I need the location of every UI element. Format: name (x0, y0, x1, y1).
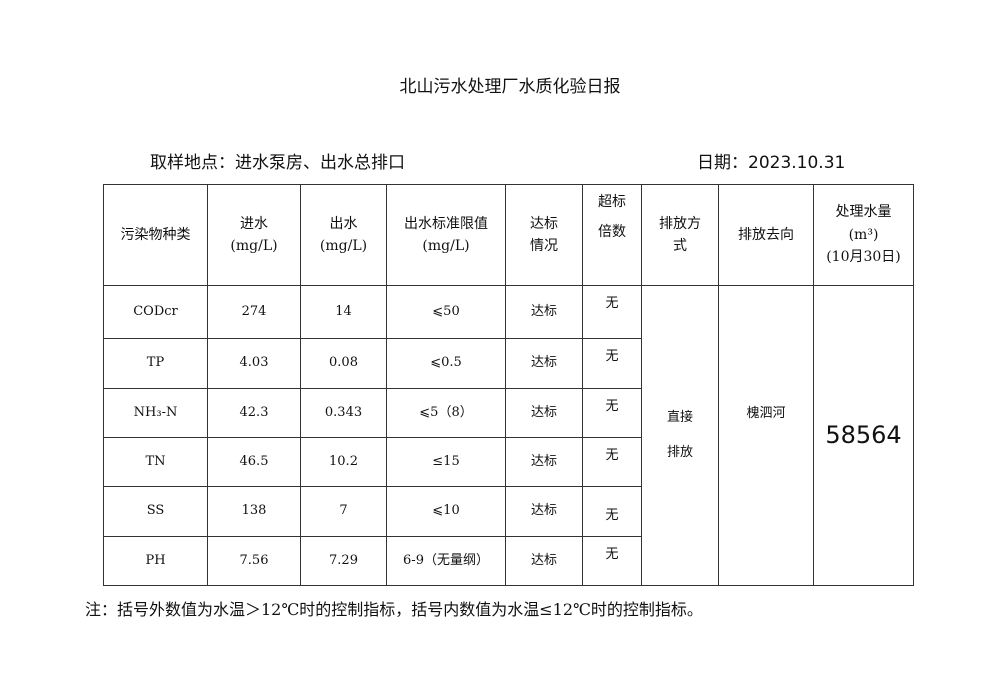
header-exceed: 超标 倍数 (582, 184, 642, 286)
cell-outflow: 7.29 (300, 536, 387, 586)
cell-limit: ⩽10 (386, 486, 506, 537)
report-title: 北山污水处理厂水质化验日报 (399, 77, 621, 97)
header-inflow-label: 进水 (240, 215, 268, 232)
cell-limit: 6-9（无量纲） (386, 536, 506, 586)
cell-exceed: 无 (582, 536, 642, 586)
header-inflow-unit: (mg/L) (230, 238, 278, 254)
header-limit-label: 出水标准限值 (404, 215, 488, 232)
header-status: 达标 情况 (505, 184, 583, 286)
cell-limit: ⩽5（8） (386, 388, 506, 438)
cell-outflow: 10.2 (300, 437, 387, 487)
header-outflow-label: 出水 (329, 215, 358, 232)
cell-status: 达标 (505, 388, 583, 438)
cell-inflow: 46.5 (207, 437, 301, 487)
header-exceed-1: 超标 (598, 194, 626, 210)
header-limit-unit: (mg/L) (422, 238, 470, 254)
header-method-1: 排放方 (659, 215, 701, 232)
cell-exceed: 无 (582, 338, 642, 389)
cell-inflow: 42.3 (207, 388, 301, 438)
cell-destination: 槐泗河 (718, 285, 814, 586)
cell-inflow: 7.56 (207, 536, 301, 586)
cell-type: PH (103, 536, 208, 586)
cell-status: 达标 (505, 285, 583, 339)
report-date: 日期：2023.10.31 (697, 153, 846, 173)
header-volume: 处理水量 (m³) (10月30日) (813, 184, 914, 286)
header-status-2: 情况 (530, 238, 558, 254)
cell-type: NH₃-N (103, 388, 208, 438)
cell-type: TN (103, 437, 208, 487)
cell-limit: ⩽50 (386, 285, 506, 339)
header-destination: 排放去向 (718, 184, 814, 286)
cell-type: CODcr (103, 285, 208, 339)
cell-exceed: 无 (582, 486, 642, 537)
cell-type: SS (103, 486, 208, 537)
cell-volume: 58564 (813, 285, 914, 586)
cell-outflow: 0.08 (300, 338, 387, 389)
cell-exceed: 无 (582, 388, 642, 438)
cell-status: 达标 (505, 437, 583, 487)
cell-status: 达标 (505, 536, 583, 586)
table-row: TP 4.03 0.08 ⩽0.5 达标无 (103, 338, 914, 389)
header-limit: 出水标准限值 (mg/L) (386, 184, 506, 286)
cell-method: 直接 排放 (641, 285, 719, 586)
cell-inflow: 4.03 (207, 338, 301, 389)
table-row: NH₃-N 42.3 0.343 ⩽5（8） 达标无 (103, 388, 914, 438)
cell-outflow: 7 (300, 486, 387, 537)
cell-limit: ⩽0.5 (386, 338, 506, 389)
cell-status: 达标 (505, 338, 583, 389)
header-type: 污染物种类 (103, 184, 208, 286)
footnote: 注：括号外数值为水温＞12℃时的控制指标，括号内数值为水温≤12℃时的控制指标。 (85, 600, 703, 619)
header-volume-2: (m³) (848, 226, 879, 243)
header-method-2: 式 (673, 238, 687, 254)
header-volume-1: 处理水量 (835, 204, 892, 221)
header-row: 污染物种类 进水 (mg/L) 出水 (mg/L) 出水标准限值 (mg/L) 达标情… (103, 184, 914, 286)
table-row: TN 46.5 10.2 ≤15 达标无 (103, 437, 914, 487)
header-volume-3: (10月30日) (826, 249, 901, 266)
header-exceed-2: 倍数 (598, 224, 626, 241)
cell-outflow: 14 (300, 285, 387, 339)
header-outflow-unit: (mg/L) (319, 238, 368, 254)
cell-inflow: 138 (207, 486, 301, 537)
header-method: 排放方式 (641, 184, 719, 286)
cell-outflow: 0.343 (300, 388, 387, 438)
table-row: PH 7.56 7.29 6-9（无量纲） 达标无 (103, 536, 914, 586)
header-inflow: 进水 (mg/L) (207, 184, 301, 286)
cell-type: TP (103, 338, 208, 389)
header-status-1: 达标 (530, 215, 558, 232)
method-line-1: 直接 (666, 409, 693, 425)
cell-inflow: 274 (207, 285, 301, 339)
sampling-location: 取样地点：进水泵房、出水总排口 (150, 153, 405, 173)
cell-exceed: 无 (582, 437, 642, 487)
header-outflow: 出水 (mg/L) (300, 184, 387, 286)
cell-status: 达标 (505, 486, 583, 537)
water-quality-table: 污染物种类 进水 (mg/L) 出水 (mg/L) 出水标准限值 (mg/L) 达标情… (103, 184, 914, 586)
method-line-2: 排放 (666, 444, 693, 460)
table-row: SS 138 7 ⩽10 达标无 (103, 486, 914, 537)
table-row: CODcr 274 14 ⩽50 达标无 直接 排放 槐泗河 58564 (103, 285, 914, 586)
cell-limit: ≤15 (386, 437, 506, 487)
cell-exceed: 无 (582, 285, 642, 339)
